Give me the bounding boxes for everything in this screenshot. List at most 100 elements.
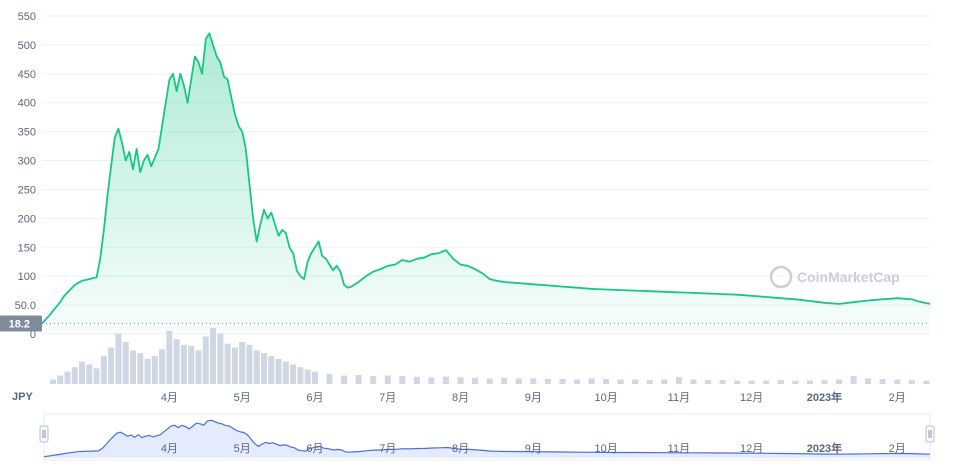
navigator-x-tick-label: 10月 [594,443,617,455]
volume-bar [486,378,493,384]
volume-bar [261,353,267,384]
volume-bar [370,376,377,384]
volume-bar [690,379,697,384]
volume-bar [442,376,449,384]
volume-bar [573,379,580,384]
volume-bar [71,367,78,384]
navigator-x-tick-label: 5月 [234,443,251,455]
volume-bar [661,379,668,384]
navigator-x-tick-label: 8月 [452,443,469,455]
y-tick-label: 150 [18,242,36,254]
volume-bar [49,379,56,384]
volume-bar [122,342,129,384]
volume-bar [413,376,420,384]
volume-bar [457,377,464,384]
volume-bars [49,328,930,384]
x-tick-label: 12月 [740,392,763,404]
volume-bar [705,380,711,384]
volume-bar [588,378,595,384]
volume-bar [166,330,173,384]
volume-bar [806,380,813,384]
volume-bar [836,379,843,384]
x-tick-label: 2023年 [807,390,842,404]
y-tick-label: 200 [18,213,36,225]
volume-bar [515,378,522,384]
volume-bar [734,380,741,384]
volume-bar [311,371,318,384]
volume-bar [253,350,260,384]
volume-bar [275,358,282,384]
y-tick-label: 350 [18,127,36,139]
volume-bar [180,344,187,384]
volume-bar [617,379,624,384]
volume-bar [748,380,755,384]
currency-label: JPY [12,391,33,403]
volume-bar [384,375,391,384]
volume-bar [304,369,311,384]
watermark: CoinMarketCap [769,265,900,289]
baseline-badge-box [0,315,42,332]
x-tick-label: 6月 [306,392,323,404]
volume-bar [646,380,653,384]
price-line [41,32,931,325]
y-tick-label: 100 [18,271,36,283]
y-tick-label: 0 [30,329,36,341]
volume-bar [79,361,86,384]
navigator-left-handle[interactable] [39,425,49,443]
volume-bar [64,371,71,384]
volume-bar [341,375,348,384]
volume-bar [224,343,231,384]
volume-bar [129,350,136,384]
volume-bar [544,378,551,384]
price-area [42,33,930,335]
volume-bar [210,328,217,384]
navigator-x-tick-label: 2023年 [807,441,842,455]
y-tick-label: 500 [18,40,36,52]
navigator-x-tick-label: 9月 [525,443,542,455]
volume-bar [399,376,406,384]
volume-bar [821,380,828,384]
volume-bar [894,379,901,384]
x-tick-label: 9月 [525,392,542,404]
x-tick-label: 11月 [668,392,690,404]
volume-bar [763,380,770,384]
volume-bar [151,356,158,384]
navigator-right-handle[interactable] [925,425,935,443]
y-tick-label: 550 [18,11,36,23]
volume-bar [173,339,180,384]
volume-bar [57,375,64,384]
volume-bar [603,378,610,384]
volume-bar [632,379,639,384]
volume-bar [159,349,166,384]
y-axis-ticks: 0 50.0 100 150 200 250 300 350 400 450 500 550 [15,11,36,341]
navigator-x-tick-label: 2月 [889,443,906,455]
navigator-area [44,420,930,458]
baseline-badge-value: 18.2 [9,318,30,330]
x-tick-label: 2月 [889,392,906,404]
x-axis-ticks: 4月 5月 6月 7月 8月 9月 10月 11月 12月 2023年 2月 [161,390,906,404]
volume-bar [195,350,202,384]
y-tick-label: 50.0 [15,300,36,312]
volume-bar [428,377,435,384]
x-tick-label: 4月 [161,392,178,404]
volume-bar [923,380,930,384]
volume-bar [144,358,151,384]
volume-bar [93,368,100,384]
volume-bar [850,376,857,384]
baseline-badge: 18.2 [0,315,42,332]
navigator-x-tick-label: 7月 [379,443,396,455]
volume-bar [675,377,682,384]
volume-bar [792,380,799,384]
volume-bar [879,378,886,384]
watermark-text: CoinMarketCap [797,269,900,285]
volume-bar [530,378,537,384]
volume-bar [297,367,304,384]
coinmarketcap-logo-icon [769,265,793,289]
volume-bar [202,336,209,384]
x-tick-label: 10月 [594,392,617,404]
volume-bar [137,353,144,384]
volume-bar [501,377,508,384]
volume-bar [290,364,297,384]
navigator[interactable]: 4月 5月 6月 7月 8月 9月 10月 11月 12月 2023年 2月 [39,413,935,461]
